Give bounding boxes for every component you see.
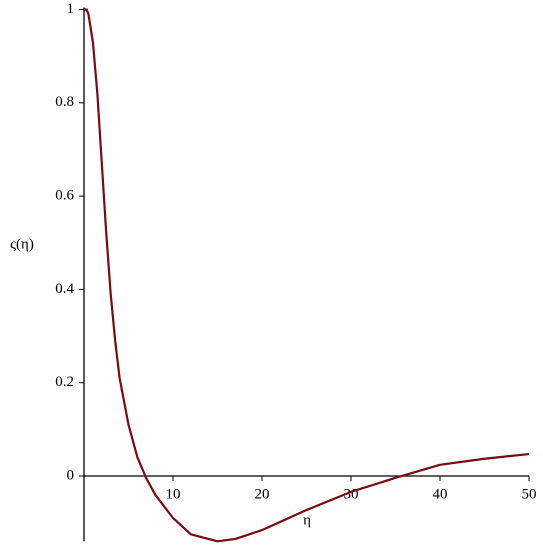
- x-tick-label: 40: [433, 486, 448, 502]
- x-axis-label: η: [303, 512, 311, 528]
- y-tick-label: 1: [67, 1, 75, 17]
- x-tick-label: 10: [166, 486, 181, 502]
- x-tick-label: 50: [522, 486, 537, 502]
- y-axis-label: ς(η): [10, 236, 34, 252]
- y-tick-label: 0.8: [55, 94, 74, 110]
- y-tick-label: 0: [67, 467, 75, 483]
- x-tick-label: 20: [255, 486, 270, 502]
- y-tick-label: 0.4: [55, 281, 74, 297]
- y-tick-label: 0.2: [55, 374, 74, 390]
- y-tick-label: 0.6: [55, 188, 74, 204]
- data-line: [84, 8, 530, 543]
